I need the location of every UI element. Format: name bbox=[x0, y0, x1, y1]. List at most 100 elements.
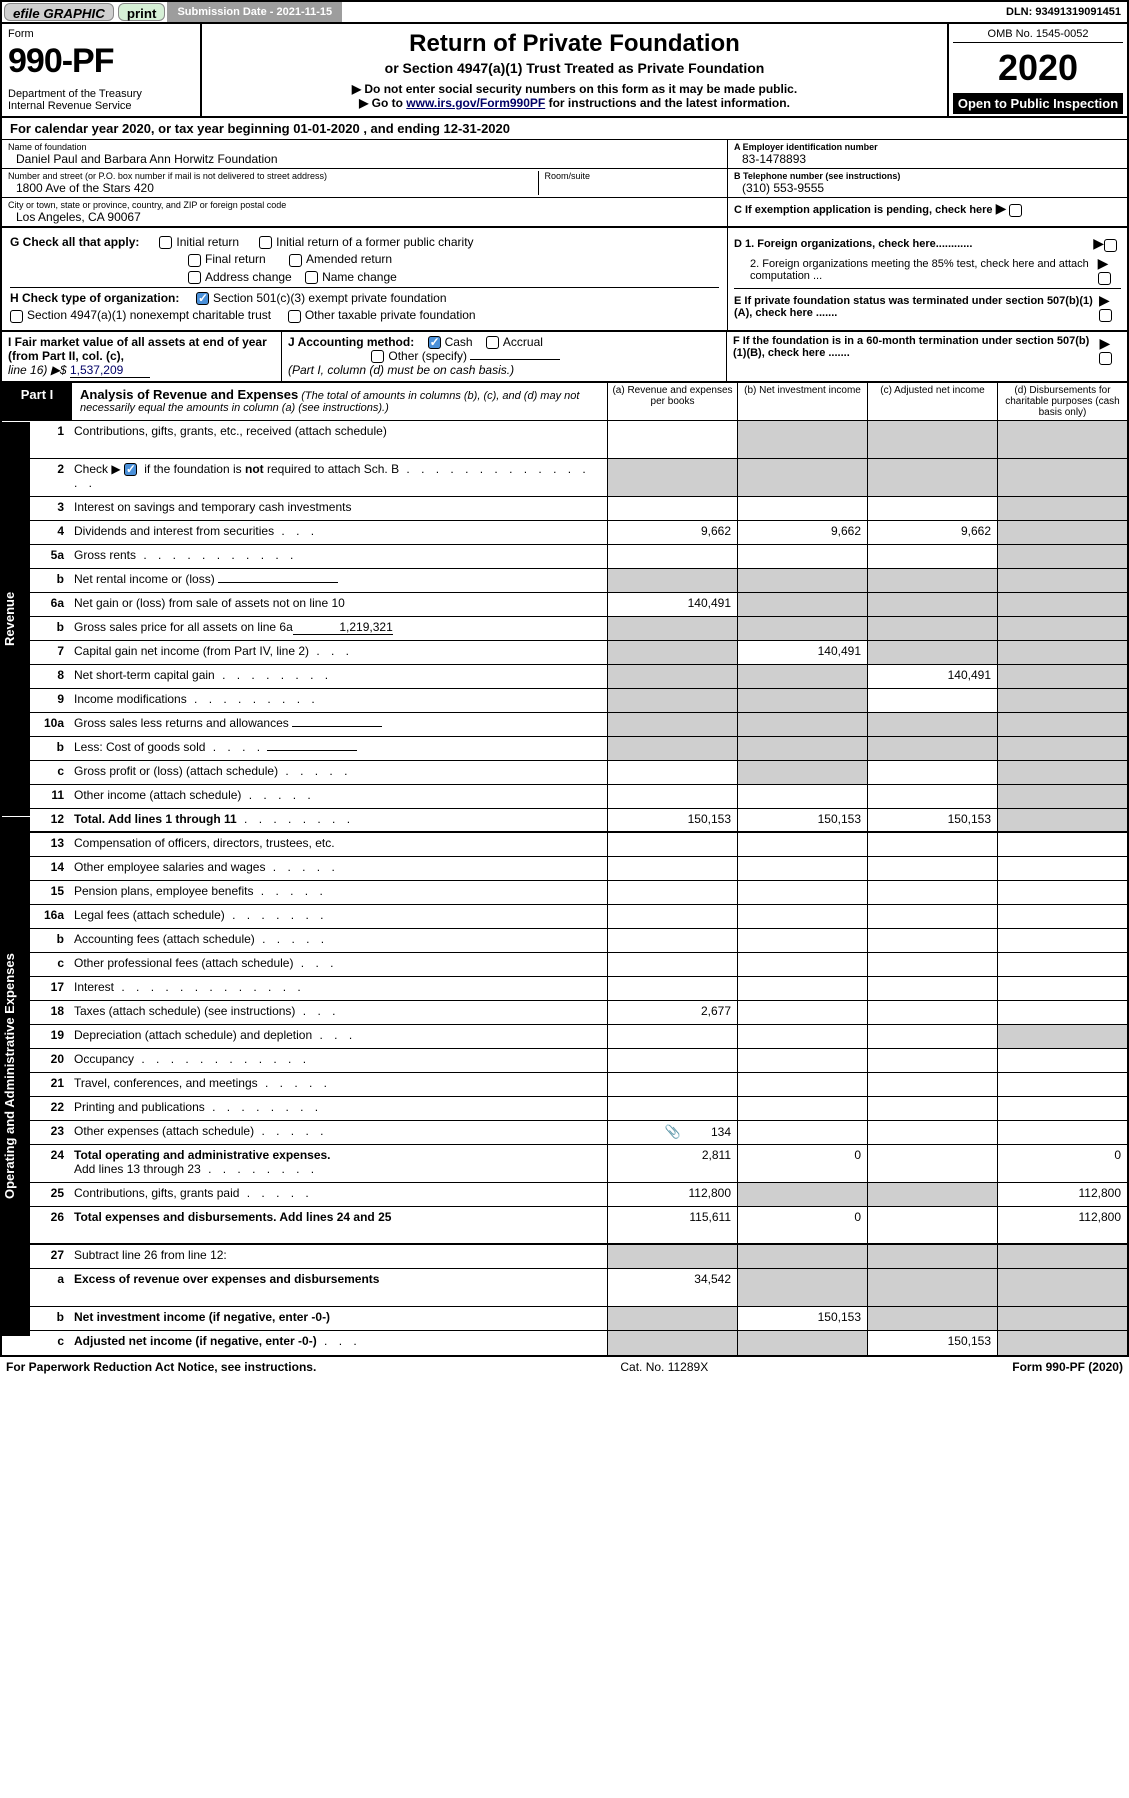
final-return-checkbox[interactable] bbox=[188, 254, 201, 267]
row-16c: cOther professional fees (attach schedul… bbox=[30, 953, 1127, 977]
e-checkbox[interactable] bbox=[1099, 309, 1112, 322]
fmv-right: F If the foundation is in a 60-month ter… bbox=[727, 332, 1127, 381]
dept-line-2: Internal Revenue Service bbox=[8, 100, 132, 112]
r7-desc: Capital gain net income (from Part IV, l… bbox=[70, 641, 607, 664]
row-23: 23Other expenses (attach schedule) . . .… bbox=[30, 1121, 1127, 1145]
h-c2: Section 4947(a)(1) nonexempt charitable … bbox=[27, 308, 271, 322]
amended-return-checkbox[interactable] bbox=[289, 254, 302, 267]
h-row-2: Section 4947(a)(1) nonexempt charitable … bbox=[10, 308, 719, 322]
r25-desc: Contributions, gifts, grants paid . . . … bbox=[70, 1183, 607, 1206]
row-27b: bNet investment income (if negative, ent… bbox=[30, 1307, 1127, 1331]
fmv-row: I Fair market value of all assets at end… bbox=[0, 332, 1129, 383]
row-27: 27Subtract line 26 from line 12: bbox=[30, 1245, 1127, 1269]
r20-desc: Occupancy . . . . . . . . . . . . bbox=[70, 1049, 607, 1072]
footer-left: For Paperwork Reduction Act Notice, see … bbox=[6, 1360, 316, 1374]
row-16b: bAccounting fees (attach schedule) . . .… bbox=[30, 929, 1127, 953]
name-change-checkbox[interactable] bbox=[305, 271, 318, 284]
r23-desc: Other expenses (attach schedule) . . . .… bbox=[70, 1121, 607, 1144]
check-left: G Check all that apply: Initial return I… bbox=[2, 228, 727, 330]
r26-desc: Total expenses and disbursements. Add li… bbox=[70, 1207, 607, 1243]
r18-a: 2,677 bbox=[607, 1001, 737, 1024]
d2-checkbox[interactable] bbox=[1098, 272, 1111, 285]
r24-desc: Total operating and administrative expen… bbox=[70, 1145, 607, 1182]
r13-desc: Compensation of officers, directors, tru… bbox=[70, 833, 607, 856]
cash-checkbox[interactable] bbox=[428, 336, 441, 349]
row-10a: 10aGross sales less returns and allowanc… bbox=[30, 713, 1127, 737]
r16b-desc: Accounting fees (attach schedule) . . . … bbox=[70, 929, 607, 952]
form990pf-link[interactable]: www.irs.gov/Form990PF bbox=[406, 96, 545, 110]
room-cell: Room/suite bbox=[539, 171, 722, 195]
row-25: 25Contributions, gifts, grants paid . . … bbox=[30, 1183, 1127, 1207]
row-27a: aExcess of revenue over expenses and dis… bbox=[30, 1269, 1127, 1307]
other-specify-checkbox[interactable] bbox=[371, 350, 384, 363]
sch-b-checkbox[interactable] bbox=[124, 463, 137, 476]
instr-2-post: for instructions and the latest informat… bbox=[545, 96, 790, 110]
r26-a: 115,611 bbox=[607, 1207, 737, 1243]
g-row: G Check all that apply: Initial return I… bbox=[10, 235, 719, 249]
j-cash: Cash bbox=[445, 335, 473, 349]
city-cell: City or town, state or province, country… bbox=[2, 198, 727, 226]
h-c1: Section 501(c)(3) exempt private foundat… bbox=[213, 291, 446, 305]
r17-desc: Interest . . . . . . . . . . . . . bbox=[70, 977, 607, 1000]
r27b-desc: Net investment income (if negative, ente… bbox=[70, 1307, 607, 1330]
form-label: Form bbox=[8, 28, 194, 40]
r10c-desc: Gross profit or (loss) (attach schedule)… bbox=[70, 761, 607, 784]
r6b-val: 1,219,321 bbox=[293, 620, 393, 635]
r12-c: 150,153 bbox=[867, 809, 997, 831]
d1-checkbox[interactable] bbox=[1104, 239, 1117, 252]
i-title: I Fair market value of all assets at end… bbox=[8, 335, 267, 363]
revenue-label: Revenue bbox=[2, 421, 30, 816]
part-1-desc: Analysis of Revenue and Expenses (The to… bbox=[72, 383, 607, 420]
r6a-desc: Net gain or (loss) from sale of assets n… bbox=[70, 593, 607, 616]
exemption-checkbox[interactable] bbox=[1009, 204, 1022, 217]
e-label: E If private foundation status was termi… bbox=[734, 295, 1099, 319]
row-26: 26Total expenses and disbursements. Add … bbox=[30, 1207, 1127, 1245]
4947-checkbox[interactable] bbox=[10, 310, 23, 323]
g-title: G Check all that apply: bbox=[10, 235, 139, 249]
expenses-label: Operating and Administrative Expenses bbox=[2, 816, 30, 1336]
form-header: Form 990-PF Department of the Treasury I… bbox=[0, 24, 1129, 118]
accrual-checkbox[interactable] bbox=[486, 336, 499, 349]
info-left: Name of foundation Daniel Paul and Barba… bbox=[2, 140, 727, 226]
initial-return-checkbox[interactable] bbox=[159, 236, 172, 249]
row-24: 24Total operating and administrative exp… bbox=[30, 1145, 1127, 1183]
dln-number: DLN: 93491319091451 bbox=[1006, 6, 1127, 18]
r4-b: 9,662 bbox=[737, 521, 867, 544]
fmv-center: J Accounting method: Cash Accrual Other … bbox=[282, 332, 727, 381]
part-1-label: Part I bbox=[2, 383, 72, 420]
arrow-icon: ▶ bbox=[1099, 335, 1110, 351]
phone-cell: B Telephone number (see instructions) (3… bbox=[728, 169, 1127, 198]
d1-item: D 1. Foreign organizations, check here..… bbox=[734, 235, 1121, 252]
exemption-label: C If exemption application is pending, c… bbox=[734, 204, 993, 216]
r25-a: 112,800 bbox=[607, 1183, 737, 1206]
initial-former-checkbox[interactable] bbox=[259, 236, 272, 249]
r12-a: 150,153 bbox=[607, 809, 737, 831]
row-27c: cAdjusted net income (if negative, enter… bbox=[30, 1331, 1127, 1355]
phone-label: B Telephone number (see instructions) bbox=[734, 171, 1121, 181]
print-button[interactable]: print bbox=[118, 3, 166, 21]
part-1-header: Part I Analysis of Revenue and Expenses … bbox=[0, 383, 1129, 421]
addr-cell: Number and street (or P.O. box number if… bbox=[8, 171, 539, 195]
top-bar: efile GRAPHIC print Submission Date - 20… bbox=[0, 0, 1129, 24]
r4-desc: Dividends and interest from securities .… bbox=[70, 521, 607, 544]
g-c3: Final return bbox=[205, 252, 266, 266]
phone-value: (310) 553-9555 bbox=[742, 181, 1121, 195]
r18-desc: Taxes (attach schedule) (see instruction… bbox=[70, 1001, 607, 1024]
address-change-checkbox[interactable] bbox=[188, 271, 201, 284]
paperclip-icon[interactable]: 📎 bbox=[665, 1124, 681, 1139]
f-checkbox[interactable] bbox=[1099, 352, 1112, 365]
h-c3: Other taxable private foundation bbox=[305, 308, 476, 322]
name-cell: Name of foundation Daniel Paul and Barba… bbox=[2, 140, 727, 169]
r5b-desc: Net rental income or (loss) bbox=[70, 569, 607, 592]
other-taxable-checkbox[interactable] bbox=[288, 310, 301, 323]
arrow-icon: ▶ bbox=[1099, 292, 1110, 308]
501c3-checkbox[interactable] bbox=[196, 292, 209, 305]
r9-desc: Income modifications . . . . . . . . . bbox=[70, 689, 607, 712]
main-table: Revenue Operating and Administrative Exp… bbox=[0, 421, 1129, 1355]
row-6a: 6aNet gain or (loss) from sale of assets… bbox=[30, 593, 1127, 617]
r4-c: 9,662 bbox=[867, 521, 997, 544]
efile-button[interactable]: efile GRAPHIC bbox=[4, 3, 114, 21]
arrow-icon: ▶ bbox=[1098, 255, 1109, 271]
r27a-a: 34,542 bbox=[607, 1269, 737, 1306]
r26-b: 0 bbox=[737, 1207, 867, 1243]
